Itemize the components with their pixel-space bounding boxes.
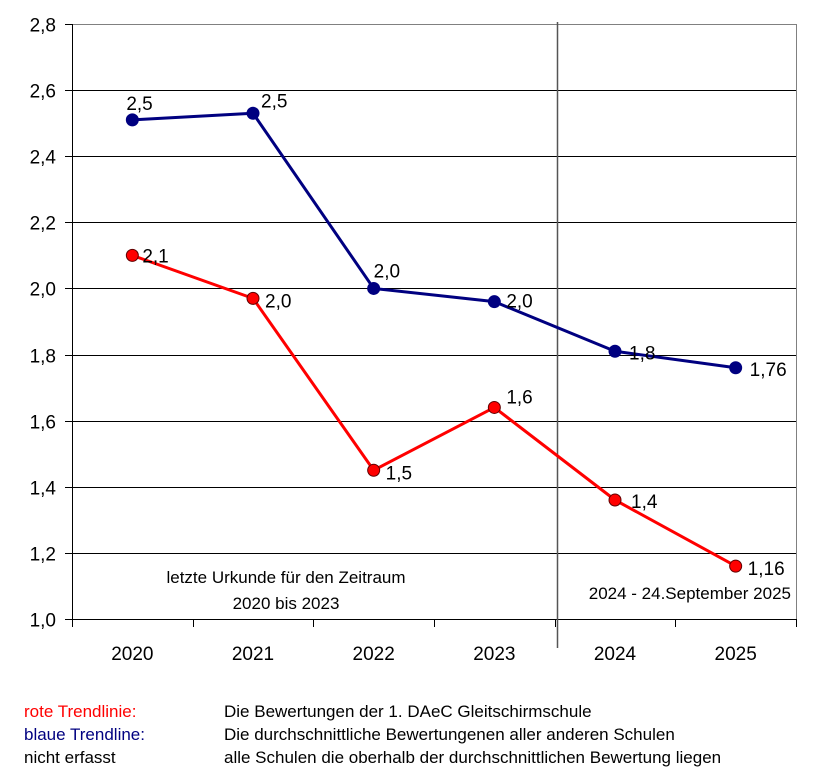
y-tick-label: 2,0 [30, 280, 56, 301]
y-tick-label: 2,6 [30, 82, 56, 103]
legend-key-blue: blaue Trendline: [24, 725, 145, 744]
y-tick-label: 1,8 [30, 347, 56, 368]
legend-row-blue: blaue Trendline: Die durchschnittliche B… [24, 723, 721, 746]
data-point-red [125, 248, 139, 262]
gridlines [72, 24, 796, 620]
legend-row-not-recorded: nicht erfasst alle Schulen die oberhalb … [24, 746, 721, 769]
legend-row-red: rote Trendlinie: Die Bewertungen der 1. … [24, 700, 721, 723]
legend-key-red: rote Trendlinie: [24, 702, 137, 721]
data-point-blue [125, 113, 139, 127]
x-tick-label: 2023 [473, 644, 515, 665]
data-point-red [367, 463, 381, 477]
data-label-red: 1,4 [631, 492, 658, 513]
data-point-blue [246, 106, 260, 120]
data-label-red: 2,1 [142, 246, 168, 267]
data-point-blue [608, 344, 622, 358]
data-point-red [246, 291, 260, 305]
data-label-blue: 2,0 [506, 292, 532, 313]
data-label-red: 1,5 [386, 463, 412, 484]
legend-desc-blue: Die durchschnittliche Bewertungenen alle… [224, 725, 675, 744]
data-label-blue: 1,8 [629, 343, 655, 364]
line-chart: 1,01,21,41,61,82,02,22,42,62,8 2020 2021 2… [30, 16, 797, 665]
data-label-red: 1,16 [748, 559, 785, 580]
y-tick-label: 2,4 [30, 148, 57, 169]
y-tick-label: 1,0 [30, 611, 56, 632]
x-tick-label: 2025 [715, 644, 757, 665]
annotations: letzte Urkunde für den Zeitraum 2020 bis… [166, 568, 791, 613]
data-label-blue: 2,5 [126, 94, 152, 115]
data-point-red [729, 559, 743, 573]
y-tick-label: 1,2 [30, 545, 56, 566]
series-group: 2,5 2,5 2,0 2,0 1,8 1,76 2,1 2,0 1,5 1,6 1,4 1,16 [125, 91, 787, 580]
y-tick-label: 2,8 [30, 16, 56, 37]
data-label-red: 2,0 [265, 291, 291, 312]
left-period-annotation-line2: 2020 bis 2023 [233, 594, 340, 613]
data-label-blue: 2,5 [261, 91, 287, 112]
data-point-blue [367, 281, 381, 295]
data-point-red [487, 400, 501, 414]
series-line-red [131, 253, 737, 568]
legend-desc-red: Die Bewertungen der 1. DAeC Gleitschirms… [224, 702, 592, 721]
series-line-blue [132, 111, 736, 370]
x-tick-label: 2021 [232, 644, 274, 665]
data-point-red [608, 493, 622, 507]
y-tick-label: 1,6 [30, 413, 56, 434]
y-tick-label: 1,4 [30, 479, 57, 500]
legend-key-not-recorded: nicht erfasst [24, 748, 116, 767]
right-period-annotation: 2024 - 24.September 2025 [589, 584, 791, 603]
x-axis-ticks: 2020 2021 2022 2023 2024 2025 [72, 619, 797, 665]
y-axis-ticks: 1,0 1,2 1,4 1,6 1,8 2,0 2,2 2,4 2,6 2,8 [30, 16, 72, 632]
x-tick-label: 2024 [594, 644, 637, 665]
data-label-blue: 2,0 [374, 261, 400, 282]
data-point-blue [729, 361, 743, 375]
data-point-blue [487, 295, 501, 309]
data-label-red: 1,6 [506, 387, 532, 408]
legend: rote Trendlinie: Die Bewertungen der 1. … [24, 700, 721, 769]
left-period-annotation-line1: letzte Urkunde für den Zeitraum [166, 568, 405, 587]
y-tick-label: 2,2 [30, 214, 56, 235]
data-label-blue: 1,76 [750, 360, 787, 381]
legend-desc-not-recorded: alle Schulen die oberhalb der durchschni… [224, 748, 722, 767]
x-tick-label: 2022 [353, 644, 395, 665]
x-tick-label: 2020 [111, 644, 153, 665]
